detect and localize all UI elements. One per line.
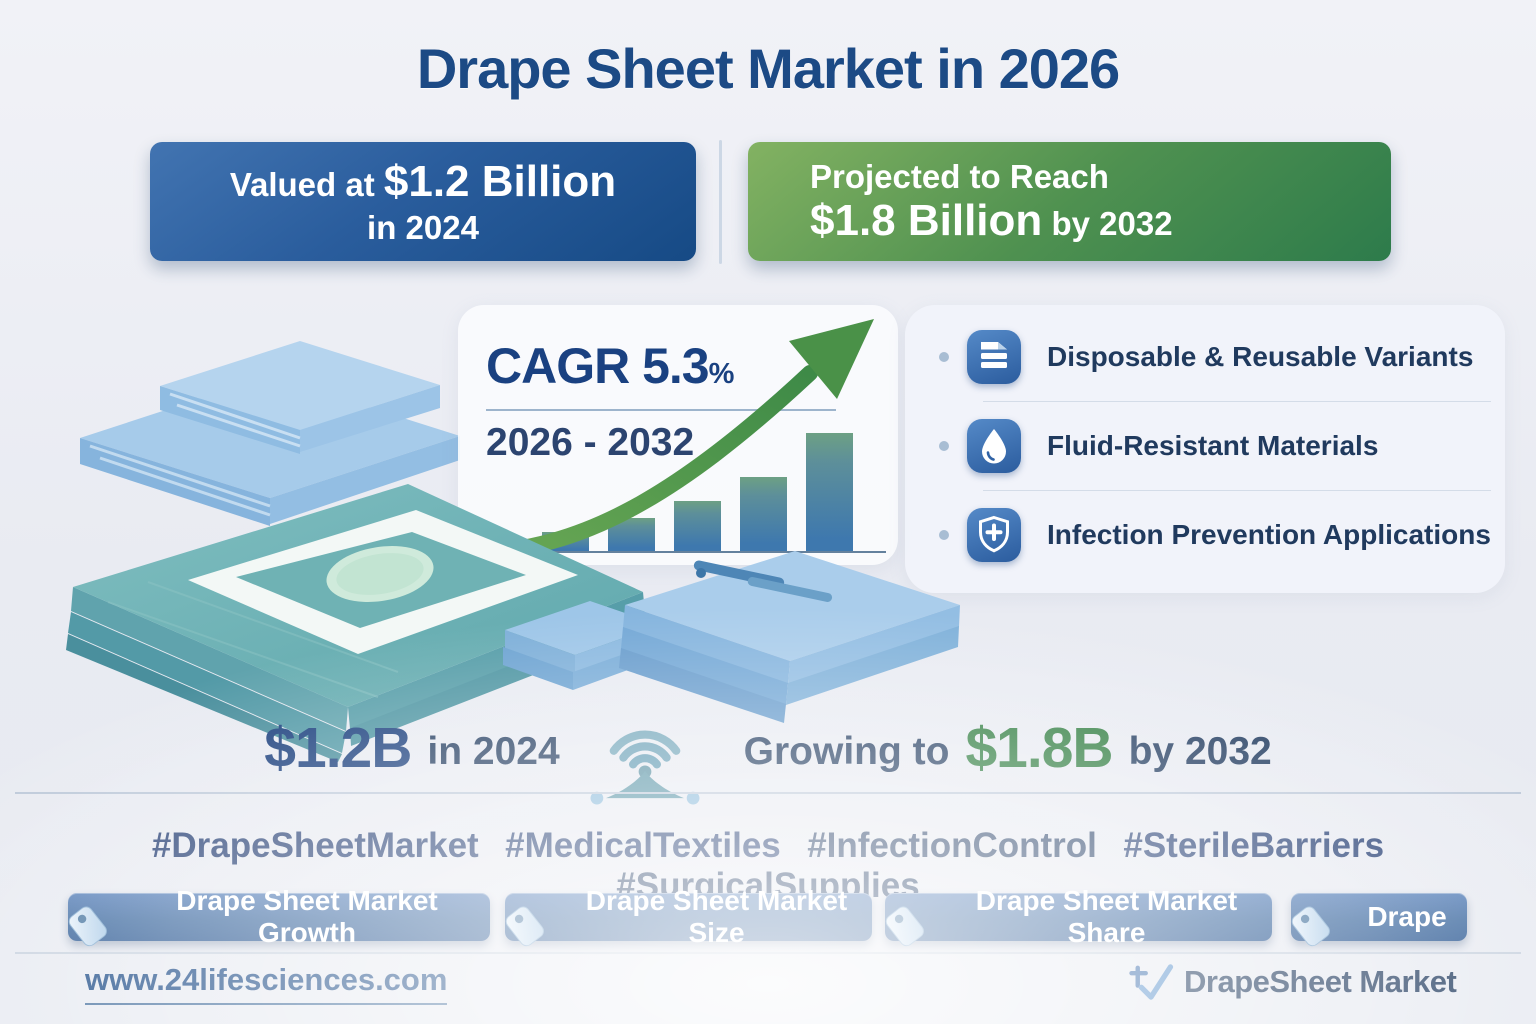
future-value: $1.8B — [965, 716, 1113, 780]
banner-divider — [719, 140, 722, 264]
tag-button-label: Drape Sheet Market Growth — [176, 885, 438, 948]
hashtag: #SterileBarriers — [1123, 826, 1385, 865]
feature-label: Fluid-Resistant Materials — [1047, 430, 1379, 461]
current-suffix: in 2024 — [427, 730, 560, 773]
bar — [740, 477, 787, 551]
hashtag: #MedicalTextiles — [505, 826, 781, 865]
growth-bar-chart — [542, 433, 853, 551]
tag-icon — [1291, 906, 1330, 947]
projection-banner: Projected to Reach $1.8 Billion by 2032 — [748, 142, 1391, 261]
valuation-line1: Valued at $1.2 Billion — [229, 156, 617, 206]
bar — [674, 501, 721, 551]
tag-button-label: Drape — [1367, 901, 1447, 932]
tag-button-market-growth[interactable]: Drape Sheet Market Growth — [68, 885, 490, 948]
tag-button-label: Drape Sheet Market Share — [975, 885, 1238, 948]
hashtag: #DrapeSheetMarket — [151, 826, 479, 865]
page-title: Drape Sheet Market in 2026 — [416, 37, 1120, 100]
tag-button-drape[interactable]: Drape — [1291, 893, 1467, 947]
features-card: Disposable & Reusable Variants Fluid-Res… — [905, 305, 1505, 593]
feature-label: Infection Prevention Applications — [1047, 519, 1491, 550]
feature-row: Disposable & Reusable Variants — [905, 313, 1505, 401]
droplet-icon — [967, 419, 1021, 473]
shield-cross-icon — [967, 508, 1021, 562]
stats-divider — [15, 792, 1521, 794]
bullet-dot — [939, 352, 949, 362]
folded-sheets-image — [80, 341, 460, 526]
website-link[interactable]: www.24lifesciences.com — [85, 962, 448, 1005]
bullet-dot — [939, 441, 949, 451]
hashtag: #InfectionControl — [807, 826, 1097, 865]
projection-value: $1.8 Billion — [810, 195, 1043, 245]
valuation-value: $1.2 Billion — [383, 156, 617, 206]
projection-line2: $1.8 Billion by 2032 — [810, 195, 1173, 245]
tag-icon — [885, 906, 924, 947]
current-value: $1.2B — [264, 716, 412, 780]
stats-row: $1.2B in 2024 Growing to $1.8B by 2032 — [0, 702, 1536, 805]
valuation-year: in 2024 — [367, 208, 479, 246]
feature-label: Disposable & Reusable Variants — [1047, 341, 1474, 372]
future-suffix: by 2032 — [1128, 730, 1272, 773]
tag-icon — [505, 906, 544, 947]
feature-divider — [983, 490, 1491, 491]
sheet-stack-icon — [967, 330, 1021, 384]
growing-label: Growing to — [743, 730, 950, 773]
cagr-card: CAGR 5.3% 2026 - 2032 — [458, 305, 898, 565]
checkmark-logo-icon — [1129, 964, 1174, 1000]
cagr-underline — [486, 409, 836, 411]
projection-line1: Projected to Reach — [810, 157, 1109, 195]
tag-icon — [68, 906, 107, 947]
brand-logo: DrapeSheet Market — [1128, 960, 1457, 1004]
tag-button-market-share[interactable]: Drape Sheet Market Share — [885, 885, 1272, 948]
signal-antenna-icon — [590, 730, 700, 805]
feature-row: Infection Prevention Applications — [905, 491, 1505, 579]
bar — [542, 532, 589, 551]
tag-button-market-size[interactable]: Drape Sheet Market Size — [505, 885, 872, 948]
feature-row: Fluid-Resistant Materials — [905, 402, 1505, 490]
valuation-banner: Valued at $1.2 Billion in 2024 — [150, 142, 696, 261]
cagr-value: CAGR 5.3% — [486, 338, 735, 394]
bullet-dot — [939, 530, 949, 540]
bar — [608, 518, 655, 551]
chart-baseline — [532, 551, 886, 553]
brand-name: DrapeSheet Market — [1184, 964, 1457, 999]
feature-divider — [983, 401, 1491, 402]
tags-divider — [15, 952, 1521, 954]
bar — [806, 433, 853, 551]
tag-button-label: Drape Sheet Market Size — [585, 885, 848, 948]
